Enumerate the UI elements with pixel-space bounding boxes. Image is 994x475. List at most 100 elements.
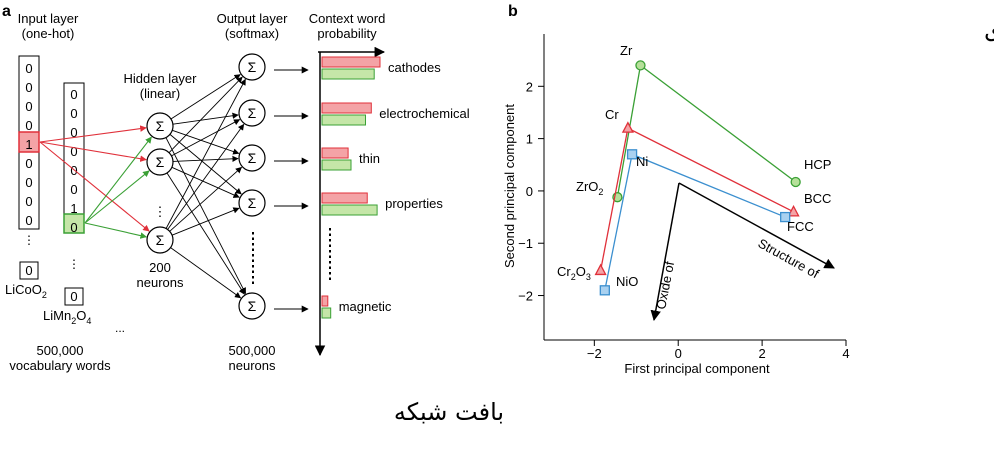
hidden-output-connection (171, 119, 241, 157)
vector2-tail-cell (64, 287, 84, 306)
pca-point-bcc (787, 204, 800, 217)
y-tick-label: 1 (526, 132, 533, 147)
probability-bar-red (321, 295, 329, 307)
label-zro2: ZrO2 (576, 179, 603, 197)
hidden-output-connection (167, 123, 245, 230)
sigma-symbol: Σ (248, 195, 257, 211)
label-bcc: BCC (804, 191, 831, 206)
hidden-output-connection (172, 155, 239, 163)
vector1-digit: 0 (25, 213, 32, 228)
panel-a: a Input layer (one-hot) 0 0 0 0 1 0 0 0 0 ⋮ 0 Li… (2, 3, 470, 373)
one-hot-active-cell-green (63, 213, 85, 234)
red-connection (39, 125, 147, 143)
vector1-ellipsis: ⋮ (23, 233, 35, 247)
y-tick-label: −1 (518, 236, 533, 251)
sigma-symbol: Σ (248, 150, 257, 166)
hidden-output-connection (170, 247, 242, 299)
panel-b: b −2 0 2 4 −2 −1 0 1 2 First principal component… (502, 3, 850, 376)
network-connections (39, 66, 309, 313)
sigma-symbol: Σ (248, 105, 257, 121)
probability-bar-green (321, 307, 332, 319)
vector1-tail-zero: 0 (25, 263, 32, 278)
y-tick-label: 2 (526, 79, 533, 94)
output-neuron (238, 53, 266, 81)
vector2-tail-zero: 0 (70, 289, 77, 304)
vector1-digit: 0 (25, 175, 32, 190)
sigma-symbol: Σ (248, 59, 257, 75)
pca-structure-line (631, 153, 786, 218)
vector2-digits: 0 0 0 0 0 0 1 0 (70, 87, 77, 235)
sigma-symbol: Σ (156, 154, 165, 170)
output-neuron (238, 189, 266, 217)
one-hot-active-cell-red (18, 131, 40, 153)
hidden-neuron (146, 112, 174, 140)
probability-bar-green (321, 159, 352, 171)
label-cr2o3: Cr2O3 (557, 264, 591, 282)
vocab-count: 500,000 (37, 343, 84, 358)
output-count-label: neurons (229, 358, 276, 373)
output-count: 500,000 (229, 343, 276, 358)
vector1-digit: 0 (25, 156, 32, 171)
pca-point-nio (599, 285, 610, 296)
vector2-digit: 0 (70, 163, 77, 178)
pca-point-fcc (780, 211, 791, 223)
pca-point-cr (621, 121, 634, 133)
word-limn2o4: LiMn2O4 (43, 308, 91, 326)
label-fcc: FCC (787, 219, 814, 234)
pca-oxide-line (599, 128, 629, 271)
hidden-neurons: Σ Σ Σ (146, 112, 174, 254)
pca-point-hcp (790, 176, 801, 188)
label-cr: Cr (605, 107, 619, 122)
probability-bar-green (321, 68, 375, 80)
red-connection (39, 141, 150, 232)
vector2-digit: 0 (70, 220, 77, 235)
pca-ticks: −2 0 2 4 −2 −1 0 1 2 (518, 79, 849, 361)
pca-y-label: Second principal component (502, 104, 517, 268)
vector2-ellipsis: ⋮ (68, 257, 80, 271)
pca-oxide-line (604, 154, 633, 291)
vector2-digit: 0 (70, 125, 77, 140)
output-neuron (238, 99, 266, 127)
panel-a-label: a (2, 3, 11, 20)
vector1-digits: 0 0 0 0 1 0 0 0 0 (25, 61, 32, 228)
vector2-digit: 0 (70, 106, 77, 121)
probability-word: properties (385, 196, 443, 211)
oxide-of-arrow (650, 182, 680, 322)
input-layer-title: Input layer (18, 11, 79, 26)
green-connection (84, 136, 152, 224)
overlay-caption: بافت شبکه (394, 398, 504, 426)
input-layer-subtitle: (one-hot) (22, 26, 75, 41)
pca-point-cr2o3 (594, 263, 607, 276)
panel-b-label: b (508, 3, 518, 20)
hidden-output-connection (171, 207, 240, 236)
probability-word: electrochemical (379, 106, 469, 121)
hidden-output-connection (165, 78, 246, 229)
probability-word: cathodes (388, 60, 441, 75)
label-hcp: HCP (804, 157, 831, 172)
y-tick-label: 0 (526, 184, 533, 199)
hidden-neuron (146, 148, 174, 176)
x-tick-label: 0 (675, 346, 682, 361)
probability-subtitle: probability (317, 26, 377, 41)
pca-structure-line (627, 127, 794, 213)
probability-bar-green (321, 114, 366, 126)
vector1-tail-cell (19, 261, 39, 280)
pca-point-zr (635, 60, 646, 71)
probability-bars: cathodes electrochemical thin properties mag… (321, 56, 470, 319)
sigma-symbol: Σ (156, 118, 165, 134)
hidden-neuron (146, 226, 174, 254)
hidden-output-connection (169, 166, 243, 232)
hidden-output-connection (168, 76, 243, 153)
hidden-output-connection (165, 137, 247, 295)
pca-structure-line (640, 64, 797, 183)
structure-of-arrow (678, 182, 835, 269)
probability-word: magnetic (339, 299, 392, 314)
pca-point-ni (626, 149, 638, 160)
y-tick-label: −2 (518, 289, 533, 304)
probability-word: thin (359, 151, 380, 166)
label-ni: Ni (636, 154, 648, 169)
probability-bar-red (321, 102, 372, 114)
oxide-of-label: Oxide of (653, 260, 677, 311)
hidden-count-label: neurons (137, 275, 184, 290)
